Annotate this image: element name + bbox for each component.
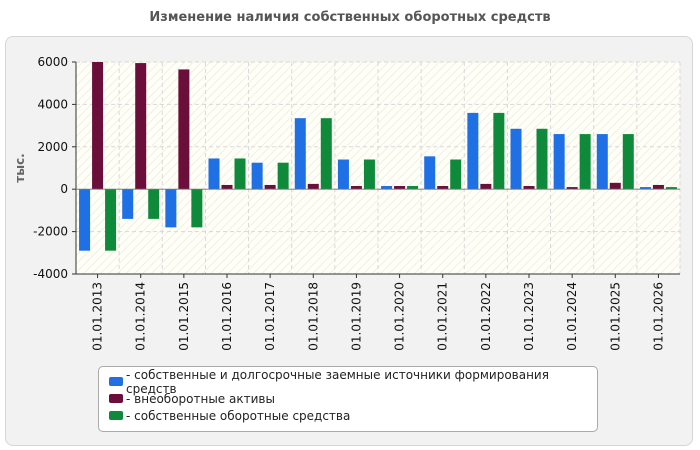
- legend-item: - внеоборотные активы: [109, 390, 597, 407]
- bar: [639, 187, 651, 190]
- bar: [105, 189, 117, 251]
- bar: [523, 186, 535, 190]
- legend-label: - внеоборотные активы: [126, 391, 275, 406]
- bar: [221, 184, 233, 190]
- x-tick-label: 01.01.2014: [134, 282, 148, 351]
- bar: [553, 134, 565, 190]
- legend-swatch-noncurrent-assets: [109, 394, 123, 403]
- bar: [609, 182, 621, 190]
- legend-item: - собственные оборотные средства: [109, 407, 597, 424]
- bar: [178, 69, 190, 190]
- x-tick-label: 01.01.2025: [608, 282, 622, 351]
- bar: [596, 134, 608, 190]
- bar: [622, 134, 634, 190]
- x-tick-label: 01.01.2024: [565, 282, 579, 351]
- y-tick-label: 2000: [37, 140, 68, 154]
- bar: [350, 186, 362, 190]
- bar: [424, 156, 436, 190]
- bar: [135, 63, 147, 190]
- bar: [579, 134, 591, 190]
- bar: [363, 159, 375, 190]
- bar: [467, 112, 479, 190]
- bar: [652, 184, 664, 190]
- bar: [191, 189, 203, 228]
- legend-label: - собственные и долгосрочные заемные ист…: [126, 367, 549, 396]
- bar: [407, 186, 419, 190]
- legend: - собственные и долгосрочные заемные ист…: [98, 366, 598, 432]
- bar: [566, 187, 578, 190]
- bar: [437, 186, 449, 190]
- bar: [92, 62, 104, 190]
- x-tick-label: 01.01.2020: [393, 282, 407, 351]
- y-tick-label: 6000: [37, 55, 68, 69]
- bar: [79, 189, 91, 251]
- x-tick-label: 01.01.2022: [479, 282, 493, 351]
- bar: [234, 158, 246, 190]
- x-tick-label: 01.01.2015: [177, 282, 191, 351]
- y-tick-label: 4000: [37, 97, 68, 111]
- x-tick-label: 01.01.2021: [436, 282, 450, 351]
- bar: [307, 183, 319, 190]
- bar: [148, 189, 160, 219]
- bar: [450, 159, 462, 190]
- bar: [381, 186, 393, 190]
- bar: [493, 112, 505, 190]
- y-tick-label: -4000: [33, 267, 68, 281]
- bar: [337, 159, 349, 190]
- bar: [277, 162, 289, 190]
- bar: [251, 162, 263, 190]
- bar: [208, 158, 220, 190]
- x-tick-label: 01.01.2018: [306, 282, 320, 351]
- y-tick-label: -2000: [33, 225, 68, 239]
- bar: [480, 183, 492, 190]
- x-tick-label: 01.01.2019: [349, 282, 363, 351]
- chart-title: Изменение наличия собственных оборотных …: [149, 10, 551, 25]
- bar: [510, 128, 522, 190]
- x-tick-label: 01.01.2023: [522, 282, 536, 351]
- bar: [320, 118, 332, 190]
- y-axis-label: тыс.: [13, 153, 27, 182]
- x-tick-label: 01.01.2013: [91, 282, 105, 351]
- bar: [122, 189, 134, 219]
- legend-item: - собственные и долгосрочные заемные ист…: [109, 368, 597, 396]
- bar: [165, 189, 177, 228]
- x-tick-label: 01.01.2016: [220, 282, 234, 351]
- x-tick-label: 01.01.2026: [651, 282, 665, 351]
- legend-swatch-own-working-capital: [109, 411, 123, 420]
- legend-label: - собственные оборотные средства: [126, 408, 351, 423]
- bar: [394, 186, 406, 190]
- x-tick-label: 01.01.2017: [263, 282, 277, 351]
- legend-swatch-own-and-longterm: [109, 377, 123, 386]
- bar: [294, 118, 306, 190]
- bar: [665, 187, 677, 190]
- bar: [264, 184, 276, 190]
- y-tick-label: 0: [60, 182, 68, 196]
- bar: [536, 128, 548, 190]
